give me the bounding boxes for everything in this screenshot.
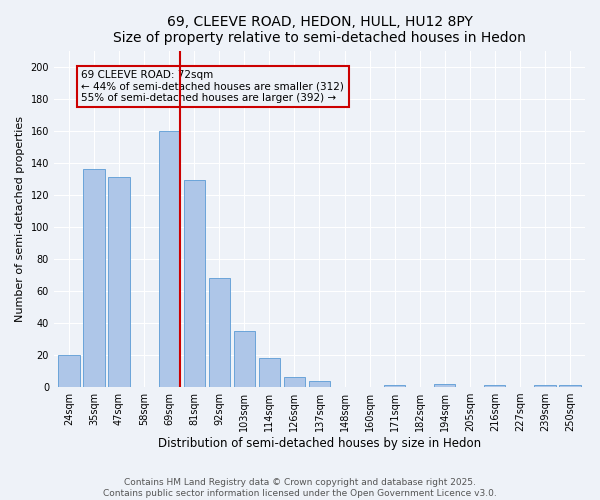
Bar bbox=[309, 380, 330, 387]
Bar bbox=[259, 358, 280, 387]
Bar bbox=[384, 386, 405, 387]
Title: 69, CLEEVE ROAD, HEDON, HULL, HU12 8PY
Size of property relative to semi-detache: 69, CLEEVE ROAD, HEDON, HULL, HU12 8PY S… bbox=[113, 15, 526, 45]
Bar bbox=[58, 355, 80, 387]
Text: 69 CLEEVE ROAD: 72sqm
← 44% of semi-detached houses are smaller (312)
55% of sem: 69 CLEEVE ROAD: 72sqm ← 44% of semi-deta… bbox=[82, 70, 344, 103]
Bar bbox=[559, 386, 581, 387]
Bar bbox=[158, 130, 180, 387]
Bar bbox=[109, 177, 130, 387]
Bar bbox=[484, 386, 505, 387]
Bar bbox=[83, 169, 104, 387]
Bar bbox=[209, 278, 230, 387]
Bar bbox=[233, 331, 255, 387]
Y-axis label: Number of semi-detached properties: Number of semi-detached properties bbox=[15, 116, 25, 322]
Text: Contains HM Land Registry data © Crown copyright and database right 2025.
Contai: Contains HM Land Registry data © Crown c… bbox=[103, 478, 497, 498]
Bar bbox=[284, 378, 305, 387]
X-axis label: Distribution of semi-detached houses by size in Hedon: Distribution of semi-detached houses by … bbox=[158, 437, 481, 450]
Bar bbox=[184, 180, 205, 387]
Bar bbox=[534, 386, 556, 387]
Bar bbox=[434, 384, 455, 387]
